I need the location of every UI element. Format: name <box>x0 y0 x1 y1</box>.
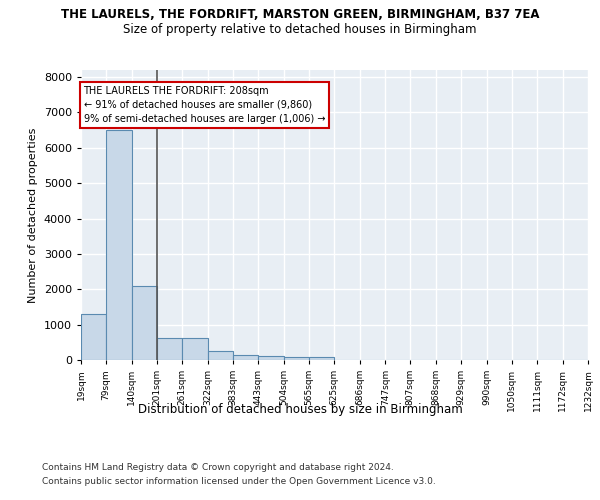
Bar <box>81 314 106 360</box>
Bar <box>309 358 334 360</box>
Text: Contains HM Land Registry data © Crown copyright and database right 2024.: Contains HM Land Registry data © Crown c… <box>42 462 394 471</box>
Text: THE LAURELS THE FORDRIFT: 208sqm
← 91% of detached houses are smaller (9,860)
9%: THE LAURELS THE FORDRIFT: 208sqm ← 91% o… <box>83 86 325 124</box>
Text: THE LAURELS, THE FORDRIFT, MARSTON GREEN, BIRMINGHAM, B37 7EA: THE LAURELS, THE FORDRIFT, MARSTON GREEN… <box>61 8 539 20</box>
Bar <box>284 358 309 360</box>
Bar <box>131 286 157 360</box>
Bar <box>106 130 131 360</box>
Bar <box>182 338 208 360</box>
Bar <box>157 338 182 360</box>
Bar <box>208 351 233 360</box>
Text: Contains public sector information licensed under the Open Government Licence v3: Contains public sector information licen… <box>42 478 436 486</box>
Bar <box>258 356 284 360</box>
Text: Size of property relative to detached houses in Birmingham: Size of property relative to detached ho… <box>123 22 477 36</box>
Bar <box>233 356 258 360</box>
Text: Distribution of detached houses by size in Birmingham: Distribution of detached houses by size … <box>137 402 463 415</box>
Y-axis label: Number of detached properties: Number of detached properties <box>28 128 38 302</box>
